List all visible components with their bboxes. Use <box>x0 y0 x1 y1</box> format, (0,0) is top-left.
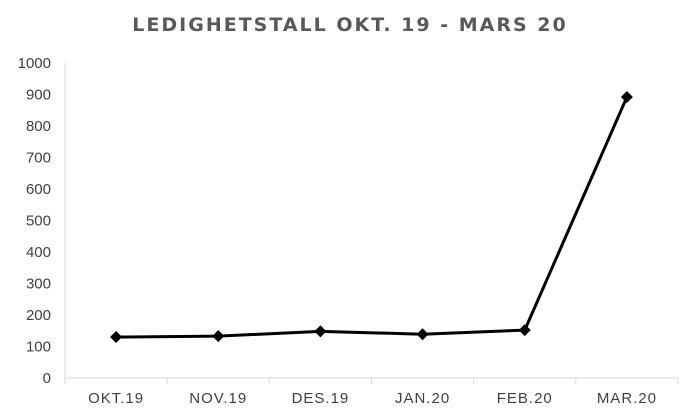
y-tick-label-800: 800 <box>26 118 51 135</box>
data-point-JAN.20 <box>416 328 429 341</box>
data-point-FEB.20 <box>518 324 531 337</box>
y-tick-label-0: 0 <box>43 370 51 387</box>
x-tick-label-NOV.19: NOV.19 <box>189 390 247 407</box>
x-tick-label-DES.19: DES.19 <box>292 390 350 407</box>
series-line-0 <box>116 96 629 339</box>
y-tick-label-200: 200 <box>26 307 51 324</box>
data-point-MAR.20 <box>620 91 633 104</box>
y-tick-label-700: 700 <box>26 150 51 167</box>
y-tick-label-500: 500 <box>26 213 51 230</box>
y-tick-label-400: 400 <box>26 244 51 261</box>
data-point-DES.19 <box>314 325 327 338</box>
y-tick-label-100: 100 <box>26 339 51 356</box>
x-tick-label-JAN.20: JAN.20 <box>395 390 450 407</box>
chart-title: LEDIGHETSTALL OKT. 19 - MARS 20 <box>132 14 568 36</box>
x-tick-label-FEB.20: FEB.20 <box>497 390 553 407</box>
data-point-OKT.19 <box>110 331 123 344</box>
y-tick-label-900: 900 <box>26 87 51 104</box>
y-tick-label-600: 600 <box>26 181 51 198</box>
y-tick-label-300: 300 <box>26 276 51 293</box>
x-tick-label-MAR.20: MAR.20 <box>597 390 657 407</box>
data-point-NOV.19 <box>212 330 225 343</box>
y-tick-label-1000: 1000 <box>18 55 51 72</box>
x-tick-label-OKT.19: OKT.19 <box>88 390 144 407</box>
